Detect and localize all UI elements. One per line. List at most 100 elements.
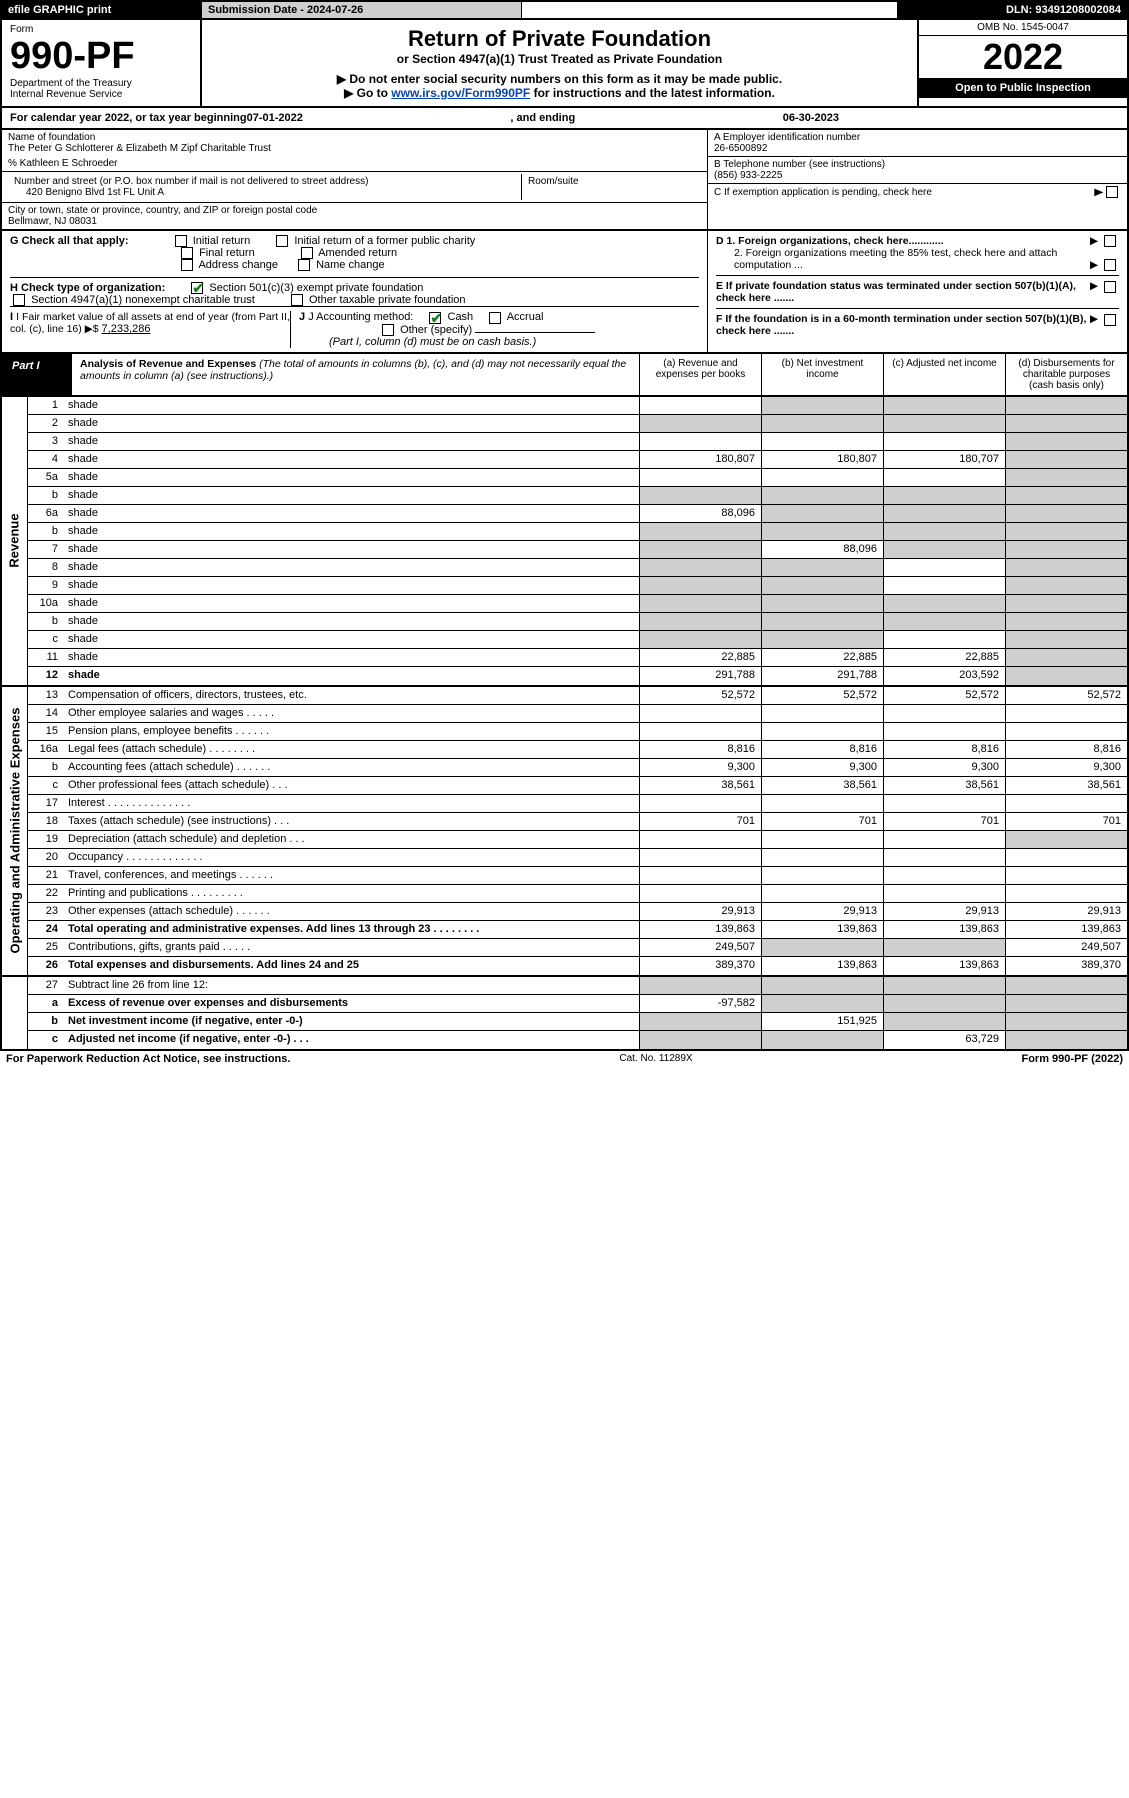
cell: 8,816: [761, 741, 883, 758]
cell: 701: [883, 813, 1005, 830]
cell: 52,572: [883, 687, 1005, 704]
row-desc: Subtract line 26 from line 12:: [64, 977, 639, 994]
e-checkbox[interactable]: [1104, 281, 1116, 293]
table-row: c Other professional fees (attach schedu…: [28, 777, 1127, 795]
h-opt-2: Section 4947(a)(1) nonexempt charitable …: [31, 294, 255, 306]
cell: [883, 505, 1005, 522]
row-no: 20: [28, 849, 64, 866]
form-title: Return of Private Foundation: [212, 26, 907, 52]
row-no: 4: [28, 451, 64, 468]
efile-label: efile GRAPHIC print: [2, 2, 202, 18]
h-row: H Check type of organization: Section 50…: [10, 277, 699, 306]
address: 420 Benigno Blvd 1st FL Unit A: [14, 187, 515, 198]
table-row: 21 Travel, conferences, and meetings . .…: [28, 867, 1127, 885]
row-desc: shade: [64, 523, 639, 540]
g-opt-4: Address change: [198, 259, 278, 271]
cell: [639, 723, 761, 740]
cell: [1005, 831, 1127, 848]
j-accr: Accrual: [507, 311, 544, 323]
cell: [639, 577, 761, 594]
form-ref: Form 990-PF (2022): [1021, 1053, 1123, 1065]
row-no: 24: [28, 921, 64, 938]
cell: [761, 397, 883, 414]
g-address-checkbox[interactable]: [181, 259, 193, 271]
row-desc: Printing and publications . . . . . . . …: [64, 885, 639, 902]
g-final-checkbox[interactable]: [181, 247, 193, 259]
cell: 52,572: [761, 687, 883, 704]
cell: 9,300: [883, 759, 1005, 776]
cell: [761, 595, 883, 612]
cell: [1005, 613, 1127, 630]
table-row: 9 shade: [28, 577, 1127, 595]
j-text: J Accounting method:: [308, 311, 413, 323]
col-b: (b) Net investment income: [761, 354, 883, 395]
addr-label: Number and street (or P.O. box number if…: [14, 176, 515, 187]
table-row: 18 Taxes (attach schedule) (see instruct…: [28, 813, 1127, 831]
goto-line: ▶ Go to www.irs.gov/Form990PF for instru…: [212, 86, 907, 100]
cell: 139,863: [639, 921, 761, 938]
row-no: b: [28, 759, 64, 776]
cell: 139,863: [883, 921, 1005, 938]
dln: DLN: 93491208002084: [897, 2, 1127, 18]
cell: [761, 613, 883, 630]
cell: 52,572: [1005, 687, 1127, 704]
cell: [1005, 541, 1127, 558]
row-no: 2: [28, 415, 64, 432]
j-cash-checkbox[interactable]: [429, 312, 441, 324]
cell: [639, 487, 761, 504]
cell: [1005, 505, 1127, 522]
g-label: G Check all that apply:: [10, 235, 129, 247]
table-row: b Accounting fees (attach schedule) . . …: [28, 759, 1127, 777]
table-row: 22 Printing and publications . . . . . .…: [28, 885, 1127, 903]
table-row: b shade: [28, 613, 1127, 631]
row-no: 14: [28, 705, 64, 722]
d2-checkbox[interactable]: [1104, 259, 1116, 271]
cell: [761, 469, 883, 486]
row-no: b: [28, 613, 64, 630]
row-desc: Other expenses (attach schedule) . . . .…: [64, 903, 639, 920]
submission-date: Submission Date - 2024-07-26: [202, 2, 522, 18]
c-checkbox[interactable]: [1106, 186, 1118, 198]
cell: [761, 577, 883, 594]
i-label: I: [10, 311, 13, 323]
h-4947-checkbox[interactable]: [13, 294, 25, 306]
yb-end: 06-30-2023: [783, 112, 839, 124]
city-label: City or town, state or province, country…: [8, 205, 701, 216]
cell: 22,885: [761, 649, 883, 666]
g-name-checkbox[interactable]: [298, 259, 310, 271]
g-amended-checkbox[interactable]: [301, 247, 313, 259]
yb-pre: For calendar year 2022, or tax year begi…: [10, 112, 247, 124]
cell: [883, 397, 1005, 414]
d1-checkbox[interactable]: [1104, 235, 1116, 247]
h-other-checkbox[interactable]: [291, 294, 303, 306]
h-501c3-checkbox[interactable]: [191, 282, 203, 294]
g-initial-former-checkbox[interactable]: [276, 235, 288, 247]
row-desc: Occupancy . . . . . . . . . . . . .: [64, 849, 639, 866]
cell: [883, 867, 1005, 884]
cell: [883, 705, 1005, 722]
j-accrual-checkbox[interactable]: [489, 312, 501, 324]
row-no: c: [28, 777, 64, 794]
cell: [639, 977, 761, 994]
ssn-warning: ▶ Do not enter social security numbers o…: [212, 72, 907, 86]
h-opt-1: Section 501(c)(3) exempt private foundat…: [209, 282, 423, 294]
form-number: 990-PF: [10, 35, 192, 78]
col-a: (a) Revenue and expenses per books: [639, 354, 761, 395]
cell: 63,729: [883, 1031, 1005, 1049]
row-desc: Other employee salaries and wages . . . …: [64, 705, 639, 722]
g-initial-checkbox[interactable]: [175, 235, 187, 247]
j-other-checkbox[interactable]: [382, 324, 394, 336]
row-desc: shade: [64, 541, 639, 558]
revenue-sidebar: Revenue: [2, 397, 28, 685]
cell: [761, 795, 883, 812]
form990pf-link[interactable]: www.irs.gov/Form990PF: [391, 86, 530, 100]
f-checkbox[interactable]: [1104, 314, 1116, 326]
row-no: 21: [28, 867, 64, 884]
row-desc: shade: [64, 577, 639, 594]
table-row: 1 shade: [28, 397, 1127, 415]
cell: [761, 505, 883, 522]
j-note: (Part I, column (d) must be on cash basi…: [329, 336, 536, 348]
cell: [1005, 849, 1127, 866]
cell: 29,913: [639, 903, 761, 920]
table-row: b shade: [28, 523, 1127, 541]
